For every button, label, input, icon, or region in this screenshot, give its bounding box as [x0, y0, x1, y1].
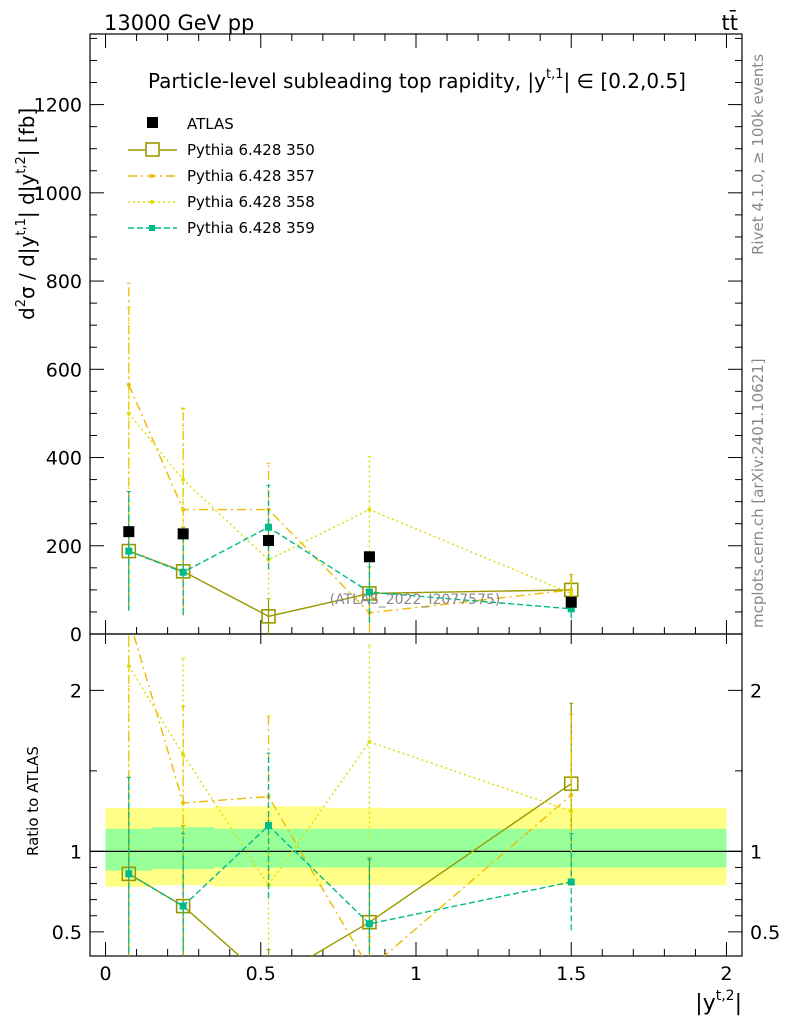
ratio-point-357: [181, 801, 186, 806]
series-point-359: [125, 547, 133, 555]
header-left: 13000 GeV pp: [104, 11, 254, 35]
x-tick-label: 0: [99, 963, 111, 985]
y-tick-label: 800: [46, 271, 82, 293]
y-tick-label: 600: [46, 359, 82, 381]
atlas-point: [363, 551, 375, 563]
y-tick-label: 1000: [34, 183, 82, 205]
ratio-y-axis-label: Ratio to ATLAS: [24, 746, 42, 856]
analysis-watermark: (ATLAS_2022_I2077575): [330, 592, 501, 608]
atlas-data: [123, 526, 577, 608]
y-tick-label: 1200: [34, 95, 82, 117]
x-tick-label: 1.5: [556, 963, 586, 985]
x-tick-label: 1: [410, 963, 422, 985]
ratio-tick-label: 0.5: [52, 922, 82, 944]
ratio-point-359: [365, 920, 373, 928]
ratio-point-358: [569, 809, 574, 814]
legend-marker-358: [150, 200, 154, 204]
ratio-point-359: [125, 870, 133, 878]
ratio-point-358: [181, 752, 186, 757]
ratio-series-group: [121, 616, 579, 971]
y-axis-label: d2σ / d|yt,1| d|yt,2| [fb]: [14, 108, 39, 320]
header-right: tt̄: [722, 10, 738, 35]
main-series-group: [121, 282, 579, 634]
atlas-point: [565, 596, 577, 608]
series-point-359: [365, 588, 373, 596]
legend-label-atlas: ATLAS: [187, 115, 234, 133]
ratio-point-359: [265, 822, 273, 830]
atlas-point: [263, 534, 275, 546]
ratio-uncertainty-band: [90, 806, 742, 887]
mc-series: [121, 282, 579, 971]
legend-marker-359: [149, 225, 155, 231]
ratio-tick-label: 0.5: [750, 922, 780, 944]
legend-label-350: Pythia 6.428 350: [187, 141, 315, 159]
legend-label-357: Pythia 6.428 357: [187, 167, 315, 185]
series-point-359: [265, 523, 273, 531]
ratio-point-357: [569, 793, 574, 797]
ratio-line-350: [128, 783, 572, 956]
ratio-line-357: [132, 634, 572, 956]
series-point-358: [367, 507, 372, 512]
mcplots-label: mcplots.cern.ch [arXiv:2401.10621]: [749, 358, 767, 628]
ratio-tick-label: 1: [750, 841, 762, 863]
atlas-point: [177, 528, 189, 540]
series-point-359: [567, 605, 575, 613]
legend: ATLAS Pythia 6.428 350 Pythia 6.428 357 …: [128, 115, 315, 237]
ratio-point-357: [367, 967, 371, 971]
axis-ticks: 0 0.5 1 1.5 2 0 200 400 600 800 1000 1200 0.5 0.5 1 1 2 2: [34, 34, 780, 985]
ratio-tick-label: 2: [750, 680, 762, 702]
series-point-359: [179, 568, 187, 576]
ratio-point-358: [126, 664, 131, 669]
legend-label-359: Pythia 6.428 359: [187, 219, 315, 237]
y-tick-label: 200: [46, 536, 82, 558]
y-tick-label: 400: [46, 448, 82, 470]
legend-marker-350: [145, 142, 160, 157]
ratio-panel-frame: [89, 633, 743, 957]
x-tick-label: 2: [720, 963, 732, 985]
legend-label-358: Pythia 6.428 358: [187, 193, 315, 211]
series-point-358: [181, 477, 186, 482]
legend-atlas-marker: [147, 117, 158, 128]
series-point-358: [569, 591, 574, 596]
series-line-357: [128, 384, 572, 614]
ratio-tick-label: 1: [70, 841, 82, 863]
ratio-point-359: [179, 902, 187, 910]
chart-title: Particle-level subleading top rapidity, …: [148, 67, 686, 93]
atlas-point: [123, 526, 135, 538]
ratio-point-359: [567, 878, 575, 886]
ratio-line-358: [128, 665, 572, 887]
ratio-point-358: [367, 739, 372, 744]
series-point-358: [126, 411, 131, 416]
ratio-point-357: [127, 616, 131, 620]
rivet-label: Rivet 4.1.0, ≥ 100k events: [749, 54, 767, 255]
ratio-tick-label: 2: [70, 680, 82, 702]
x-axis-label: |yt,2|: [695, 988, 742, 1016]
series-line-358: [128, 412, 572, 595]
x-tick-label: 0.5: [246, 963, 276, 985]
series-point-350: [261, 609, 276, 624]
y-tick-label: 0: [70, 624, 82, 646]
series-point-357: [126, 382, 131, 387]
legend-marker-357: [150, 174, 154, 178]
